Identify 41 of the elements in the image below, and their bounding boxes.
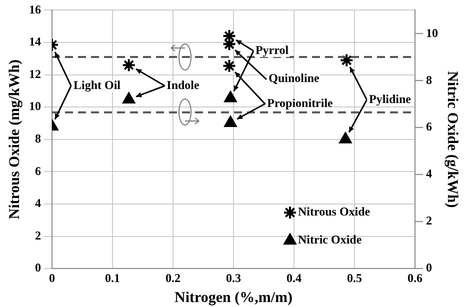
y-tick-label: 16 bbox=[29, 2, 41, 16]
point bbox=[340, 53, 354, 68]
x-tick-label: 0.6 bbox=[408, 270, 422, 285]
annotation: Pylidine bbox=[368, 92, 412, 106]
y-tick-label: 6 bbox=[35, 164, 41, 178]
y-tick-label: 0 bbox=[35, 260, 41, 275]
y-tick-label: 8 bbox=[35, 131, 41, 146]
point bbox=[122, 92, 136, 104]
annotation: Quinoline bbox=[268, 71, 320, 86]
y-axis-title: Nitrous Oxide (mg/kWh) bbox=[6, 60, 23, 220]
y2-tick-label: 6 bbox=[426, 120, 432, 134]
y2-tick-label: 4 bbox=[426, 166, 432, 181]
x-axis-title: Nitrogen (%,m/m) bbox=[174, 290, 293, 306]
legend-label: Nitrous Oxide bbox=[298, 204, 371, 219]
point bbox=[339, 132, 352, 144]
y-tick-label: 10 bbox=[29, 99, 41, 114]
annotation: Indole bbox=[166, 78, 200, 92]
x-tick-label: 0.1 bbox=[105, 270, 120, 285]
x-tick-label: 0 bbox=[49, 270, 55, 285]
y2-tick-label: 8 bbox=[426, 72, 432, 87]
y-tick-label: 12 bbox=[29, 66, 41, 81]
point bbox=[122, 58, 136, 72]
annotation: Pyrrol bbox=[255, 43, 290, 58]
y-tick-label: 2 bbox=[35, 228, 41, 242]
y2-axis-title: Nitric Oxide (g/kWh) bbox=[444, 71, 460, 208]
y2-tick-label: 10 bbox=[426, 26, 438, 40]
x-tick-label: 0.4 bbox=[286, 270, 302, 285]
point bbox=[222, 58, 236, 73]
legend-label: Nitric Oxide bbox=[298, 232, 362, 247]
y-tick-label: 4 bbox=[35, 196, 41, 210]
y2-tick-label: 2 bbox=[426, 214, 432, 228]
annotation: Light Oil bbox=[73, 78, 122, 92]
point bbox=[222, 37, 236, 52]
x-tick-label: 0.5 bbox=[347, 270, 362, 285]
x-tick-label: 0.2 bbox=[166, 270, 180, 285]
annotation: Propionitrile bbox=[267, 96, 334, 110]
x-tick-label: 0.3 bbox=[226, 270, 241, 285]
y2-tick-label: 0 bbox=[426, 260, 432, 275]
point bbox=[224, 116, 237, 127]
point bbox=[224, 91, 237, 102]
y-tick-label: 14 bbox=[29, 34, 41, 49]
